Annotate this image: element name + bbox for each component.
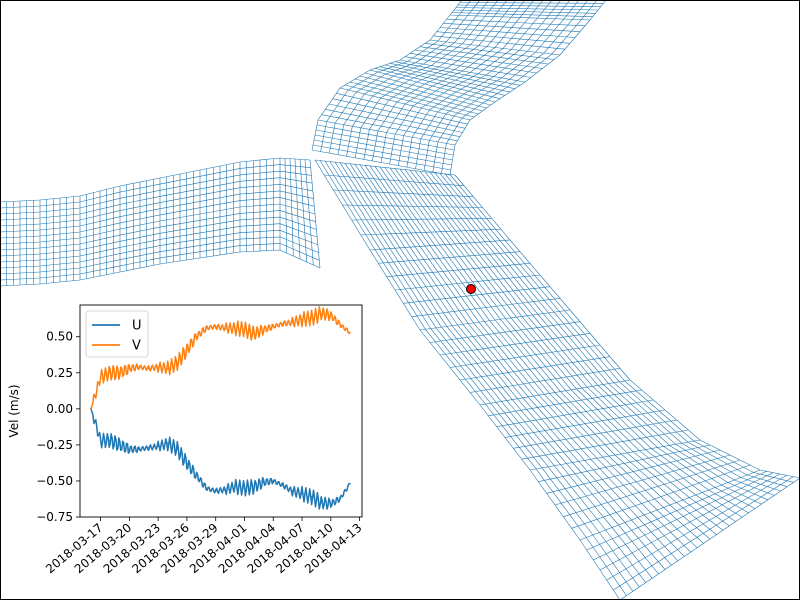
y-axis: −0.75 −0.50 −0.25 0.00 0.25 0.50 [36, 330, 80, 524]
data-point-v [90, 408, 92, 410]
data-point-v [262, 328, 265, 331]
data-point-u [310, 496, 313, 498]
data-point-v [205, 327, 207, 329]
data-point-v [166, 367, 169, 370]
data-point-v [272, 325, 275, 328]
y-tick-label: −0.75 [36, 510, 73, 524]
station-marker[interactable] [466, 284, 476, 294]
data-point-u [282, 484, 284, 487]
data-point-u [119, 444, 121, 446]
data-point-v [310, 317, 313, 319]
data-point-v [176, 361, 179, 364]
data-point-v [99, 376, 102, 378]
data-point-v [109, 372, 111, 374]
inset-axes-frame [79, 304, 363, 518]
data-point-u [186, 462, 188, 465]
data-point-u [138, 448, 140, 451]
data-point-v [128, 367, 131, 370]
y-tick-label: 0.25 [46, 366, 73, 380]
data-point-u [166, 442, 169, 445]
data-point-v [291, 321, 294, 324]
data-point-u [109, 439, 111, 442]
data-point-v [349, 331, 351, 334]
legend-label-u: U [132, 319, 142, 334]
data-point-v [282, 322, 284, 325]
data-point-v [224, 327, 227, 329]
data-point-u [176, 448, 179, 451]
series-line-u [90, 408, 351, 510]
data-point-u [253, 485, 255, 488]
data-point-v [243, 328, 246, 331]
data-point-u [99, 439, 102, 442]
chart-legend: UV [85, 310, 149, 358]
y-tick-label: 0.50 [46, 330, 73, 344]
data-point-v [157, 366, 159, 368]
data-point-u [157, 445, 159, 448]
data-point-v [339, 324, 342, 327]
data-point-v [301, 318, 303, 321]
data-point-u [291, 490, 294, 492]
data-point-u [349, 483, 351, 485]
data-point-u [320, 501, 323, 504]
data-point-u [243, 487, 246, 490]
west-channel-mesh [0, 157, 321, 287]
north-channel-mesh [311, 0, 607, 176]
data-point-v [320, 312, 323, 315]
y-tick-label: −0.50 [36, 474, 73, 488]
data-point-u [147, 447, 150, 449]
data-point-u [272, 480, 275, 482]
data-point-v [330, 314, 332, 316]
data-point-v [214, 325, 217, 328]
data-point-u [262, 481, 265, 484]
y-axis-label: Vel (m/s) [7, 384, 21, 437]
data-point-v [147, 367, 150, 370]
data-point-u [234, 485, 236, 488]
data-point-u [330, 503, 332, 505]
data-point-u [195, 474, 198, 477]
southeast-channel-mesh [314, 159, 800, 600]
data-point-u [339, 497, 342, 500]
legend-label-v: V [132, 339, 141, 354]
series-line-v [90, 306, 351, 410]
data-point-u [301, 493, 303, 495]
data-point-u [205, 487, 207, 490]
y-tick-label: 0.00 [46, 402, 73, 416]
data-point-v [234, 327, 236, 329]
data-point-v [186, 348, 188, 351]
data-point-v [195, 335, 198, 338]
data-point-u [224, 488, 227, 491]
data-point-v [119, 372, 121, 374]
data-point-v [253, 333, 255, 335]
y-tick-label: −0.25 [36, 438, 73, 452]
data-point-u [214, 490, 217, 492]
data-point-v [138, 366, 140, 368]
data-point-u [128, 448, 131, 451]
